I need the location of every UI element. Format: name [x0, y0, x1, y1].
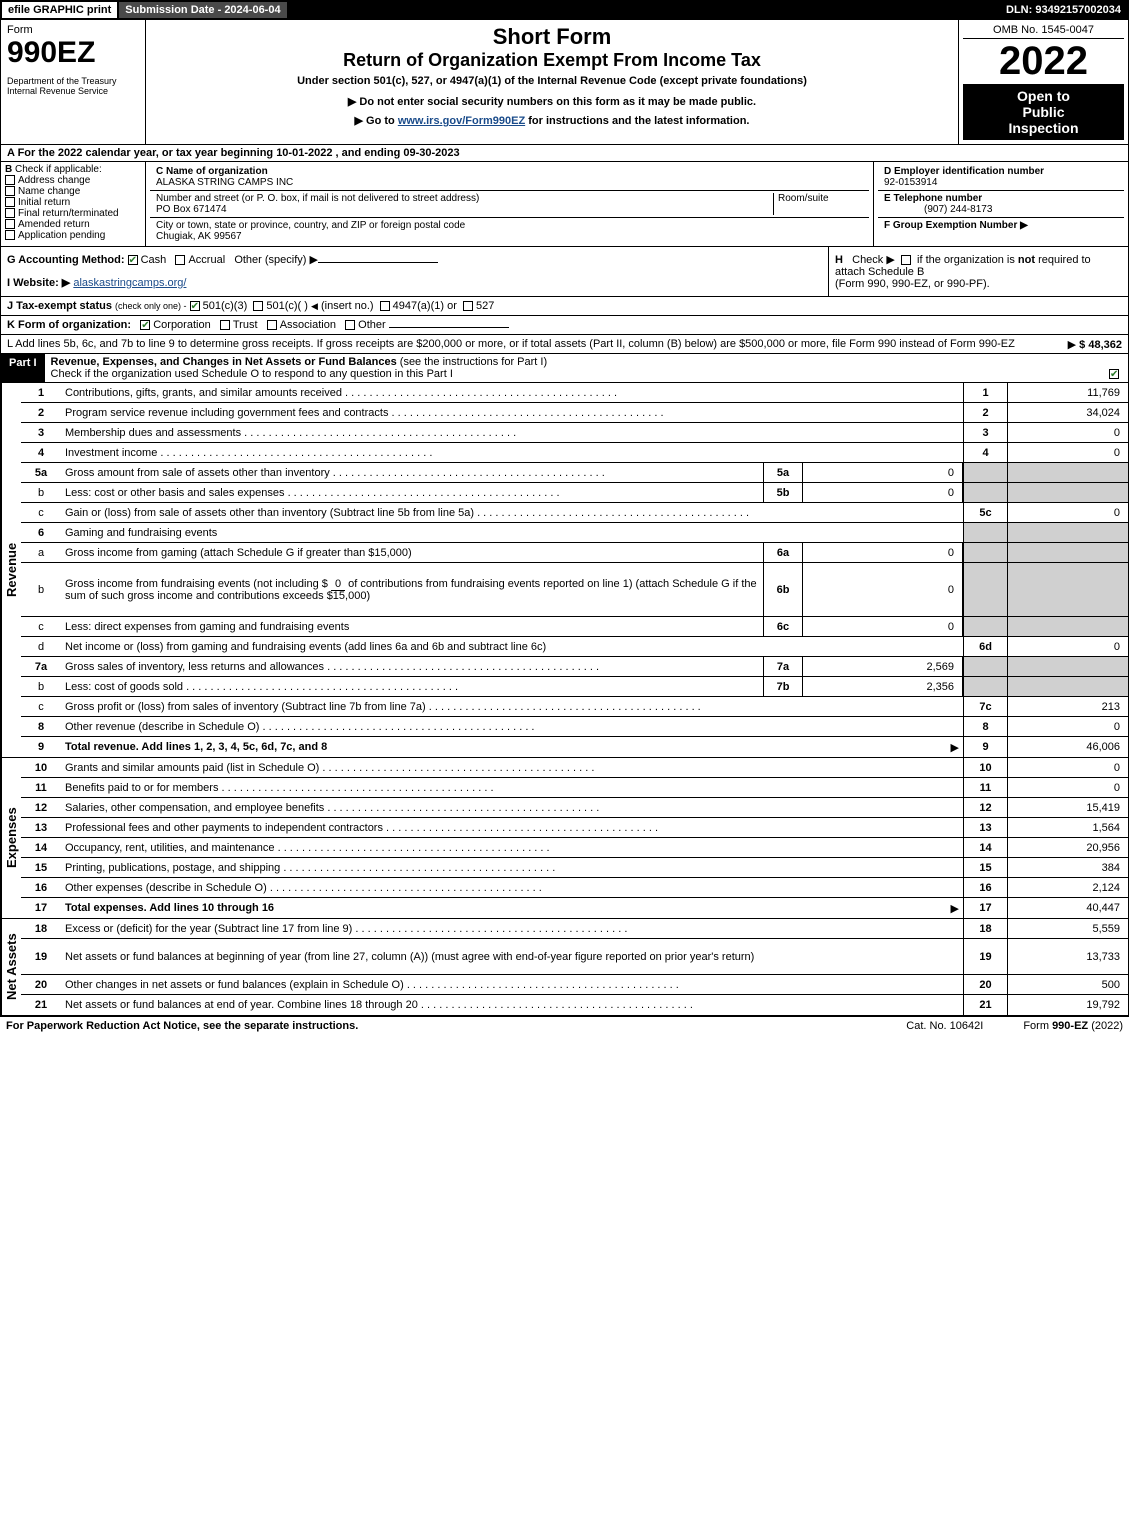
tax-year: 2022: [963, 39, 1124, 84]
amt-1: 11,769: [1008, 383, 1128, 402]
amt-8: 0: [1008, 717, 1128, 736]
amt-20: 500: [1008, 975, 1128, 994]
dln: DLN: 93492157002034: [1000, 2, 1127, 18]
line-a-tax-year: A For the 2022 calendar year, or tax yea…: [0, 145, 1129, 162]
chk-amended-return[interactable]: [5, 219, 15, 229]
irs-label: Internal Revenue Service: [7, 86, 139, 96]
chk-cash[interactable]: [128, 255, 138, 265]
title-short-form: Short Form: [154, 24, 950, 50]
chk-4947[interactable]: [380, 301, 390, 311]
subtitle: Under section 501(c), 527, or 4947(a)(1)…: [154, 75, 950, 87]
telephone: (907) 244-8173: [884, 204, 992, 215]
box-c: C Name of organization ALASKA STRING CAM…: [146, 162, 873, 246]
amt-9: 46,006: [1008, 737, 1128, 757]
chk-address-change[interactable]: [5, 175, 15, 185]
gross-receipts: $ 48,362: [1079, 339, 1122, 351]
revenue-section: Revenue 1Contributions, gifts, grants, a…: [0, 383, 1129, 758]
amt-6d: 0: [1008, 637, 1128, 656]
irs-link[interactable]: www.irs.gov/Form990EZ: [398, 115, 525, 127]
expenses-section: Expenses 10Grants and similar amounts pa…: [0, 758, 1129, 919]
bcd-block: B Check if applicable: Address change Na…: [0, 162, 1129, 247]
website-link[interactable]: alaskastringcamps.org/: [73, 277, 186, 289]
amt-15: 384: [1008, 858, 1128, 877]
chk-final-return[interactable]: [5, 208, 15, 218]
amt-19: 13,733: [1008, 939, 1128, 974]
line-j: J Tax-exempt status (check only one) - 5…: [0, 297, 1129, 316]
form-footer: Form 990-EZ (2022): [1023, 1020, 1123, 1032]
amt-13: 1,564: [1008, 818, 1128, 837]
group-exemption: F Group Exemption Number ▶: [884, 220, 1028, 231]
amt-4: 0: [1008, 443, 1128, 462]
chk-name-change[interactable]: [5, 186, 15, 196]
chk-corporation[interactable]: [140, 320, 150, 330]
line-l: L Add lines 5b, 6c, and 7b to line 9 to …: [0, 335, 1129, 354]
submission-date: Submission Date - 2024-06-04: [119, 2, 288, 18]
amt-6b: 0: [803, 563, 963, 616]
amt-21: 19,792: [1008, 995, 1128, 1015]
amt-7a: 2,569: [803, 657, 963, 676]
chk-schedule-b[interactable]: [901, 255, 911, 265]
note-goto: ▶ Go to www.irs.gov/Form990EZ for instru…: [154, 114, 950, 127]
top-bar: efile GRAPHIC print Submission Date - 20…: [0, 0, 1129, 20]
chk-527[interactable]: [463, 301, 473, 311]
amt-11: 0: [1008, 778, 1128, 797]
chk-association[interactable]: [267, 320, 277, 330]
amt-17: 40,447: [1008, 898, 1128, 918]
form-number: 990EZ: [7, 36, 139, 70]
chk-trust[interactable]: [220, 320, 230, 330]
net-assets-section: Net Assets 18Excess or (deficit) for the…: [0, 919, 1129, 1016]
amt-5c: 0: [1008, 503, 1128, 522]
chk-application-pending[interactable]: [5, 230, 15, 240]
street-address: PO Box 671474: [156, 204, 227, 215]
form-header: Form 990EZ Department of the Treasury In…: [0, 20, 1129, 145]
amt-5b: 0: [803, 483, 963, 502]
amt-2: 34,024: [1008, 403, 1128, 422]
amt-14: 20,956: [1008, 838, 1128, 857]
revenue-label: Revenue: [1, 383, 21, 757]
chk-501c[interactable]: [253, 301, 263, 311]
amt-5a: 0: [803, 463, 963, 482]
gh-row: G Accounting Method: Cash Accrual Other …: [0, 247, 1129, 297]
amt-6c: 0: [803, 617, 963, 636]
dept-treasury: Department of the Treasury: [7, 76, 139, 86]
chk-other-org[interactable]: [345, 320, 355, 330]
ein: 92-0153914: [884, 177, 937, 188]
box-def: D Employer identification number 92-0153…: [873, 162, 1128, 246]
line-k: K Form of organization: Corporation Trus…: [0, 316, 1129, 335]
amt-7b: 2,356: [803, 677, 963, 696]
chk-initial-return[interactable]: [5, 197, 15, 207]
paperwork-notice: For Paperwork Reduction Act Notice, see …: [6, 1020, 358, 1032]
amt-3: 0: [1008, 423, 1128, 442]
room-suite-label: Room/suite: [773, 193, 863, 215]
net-assets-label: Net Assets: [1, 919, 21, 1015]
title-return: Return of Organization Exempt From Incom…: [154, 50, 950, 71]
amt-7c: 213: [1008, 697, 1128, 716]
amt-12: 15,419: [1008, 798, 1128, 817]
note-ssn: ▶ Do not enter social security numbers o…: [154, 95, 950, 108]
amt-6a: 0: [803, 543, 963, 562]
org-name: ALASKA STRING CAMPS INC: [156, 177, 293, 188]
box-h: H Check ▶ if the organization is not req…: [828, 247, 1128, 296]
cat-no: Cat. No. 10642I: [906, 1020, 983, 1032]
page-footer: For Paperwork Reduction Act Notice, see …: [0, 1016, 1129, 1035]
city-state-zip: Chugiak, AK 99567: [156, 231, 242, 242]
part1-header: Part I Revenue, Expenses, and Changes in…: [0, 354, 1129, 383]
amt-18: 5,559: [1008, 919, 1128, 938]
amt-10: 0: [1008, 758, 1128, 777]
chk-501c3[interactable]: [190, 301, 200, 311]
open-public-inspection: Open to Public Inspection: [963, 84, 1124, 140]
expenses-label: Expenses: [1, 758, 21, 918]
box-b: B Check if applicable: Address change Na…: [1, 162, 146, 246]
chk-accrual[interactable]: [175, 255, 185, 265]
chk-schedule-o-part1[interactable]: [1109, 369, 1119, 379]
efile-print-button[interactable]: efile GRAPHIC print: [2, 2, 119, 18]
form-word: Form: [7, 24, 139, 36]
amt-16: 2,124: [1008, 878, 1128, 897]
omb-number: OMB No. 1545-0047: [963, 24, 1124, 39]
part1-tag: Part I: [1, 354, 45, 382]
